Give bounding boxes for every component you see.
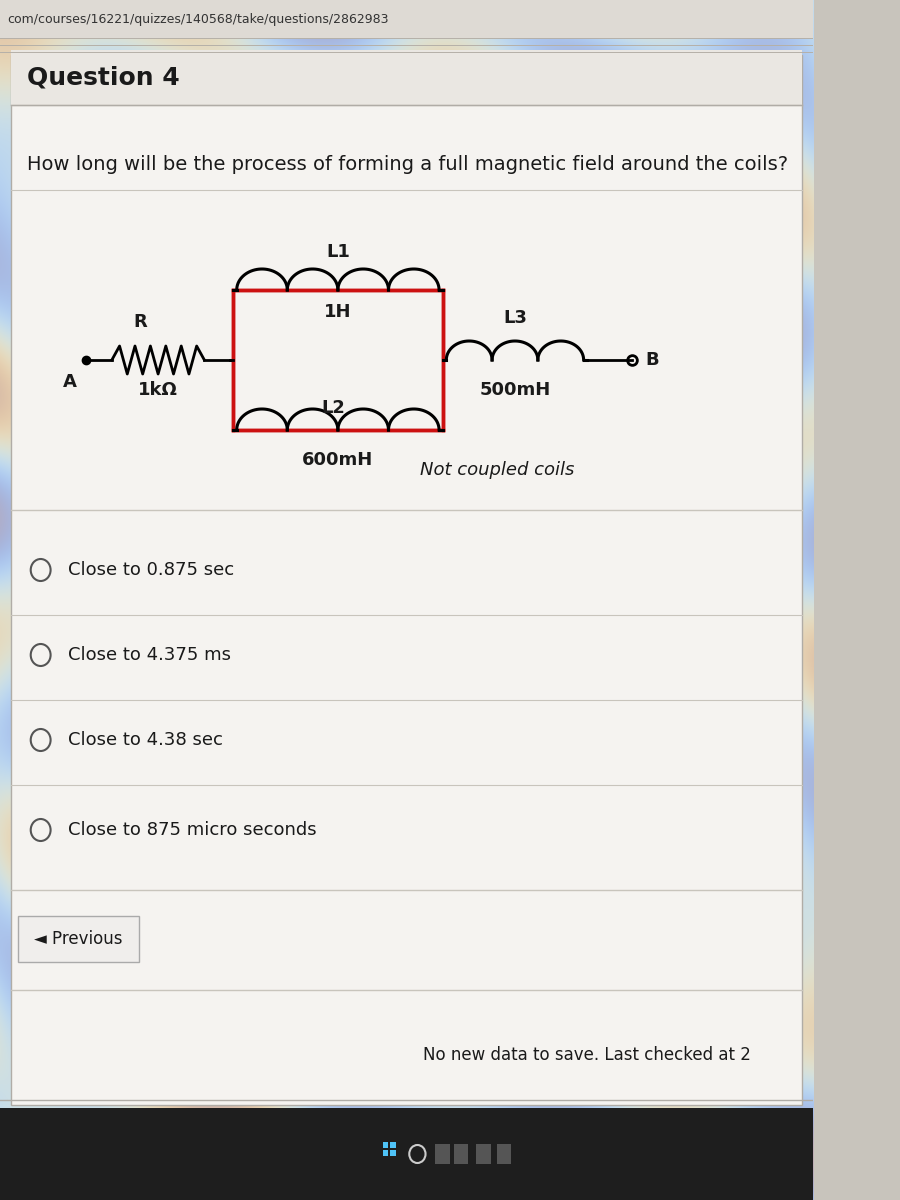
Bar	[233, 290, 443, 430]
Text: R: R	[133, 313, 147, 331]
FancyBboxPatch shape	[0, 1108, 813, 1200]
Text: Question 4: Question 4	[27, 66, 180, 90]
Text: Close to 0.875 sec: Close to 0.875 sec	[68, 560, 234, 578]
Text: 600mH: 600mH	[302, 451, 374, 469]
Text: 1kΩ: 1kΩ	[139, 382, 178, 398]
Text: No new data to save. Last checked at 2: No new data to save. Last checked at 2	[423, 1046, 752, 1064]
Text: Close to 4.38 sec: Close to 4.38 sec	[68, 731, 222, 749]
FancyBboxPatch shape	[11, 55, 802, 1105]
Bar	[391, 1142, 396, 1148]
Text: L2: L2	[321, 398, 346, 416]
Text: A: A	[63, 373, 76, 391]
FancyBboxPatch shape	[18, 916, 140, 962]
Bar	[454, 1144, 468, 1164]
Text: com/courses/16221/quizzes/140568/take/questions/2862983: com/courses/16221/quizzes/140568/take/qu…	[7, 12, 389, 25]
Text: L1: L1	[326, 242, 350, 260]
Bar	[391, 1150, 396, 1156]
Text: 500mH: 500mH	[480, 382, 551, 398]
Bar	[436, 1144, 450, 1164]
Text: ◄ Previous: ◄ Previous	[34, 930, 123, 948]
FancyBboxPatch shape	[0, 0, 813, 38]
Text: B: B	[645, 350, 659, 370]
Bar	[383, 1142, 389, 1148]
Text: Not coupled coils: Not coupled coils	[419, 461, 574, 479]
Text: L3: L3	[503, 308, 526, 326]
Text: Close to 875 micro seconds: Close to 875 micro seconds	[68, 821, 317, 839]
Bar	[383, 1150, 389, 1156]
FancyBboxPatch shape	[11, 50, 802, 104]
Bar	[476, 1144, 491, 1164]
Text: Close to 4.375 ms: Close to 4.375 ms	[68, 646, 230, 664]
Text: 1H: 1H	[324, 302, 352, 320]
Text: How long will be the process of forming a full magnetic field around the coils?: How long will be the process of forming …	[27, 156, 788, 174]
Bar	[497, 1144, 511, 1164]
